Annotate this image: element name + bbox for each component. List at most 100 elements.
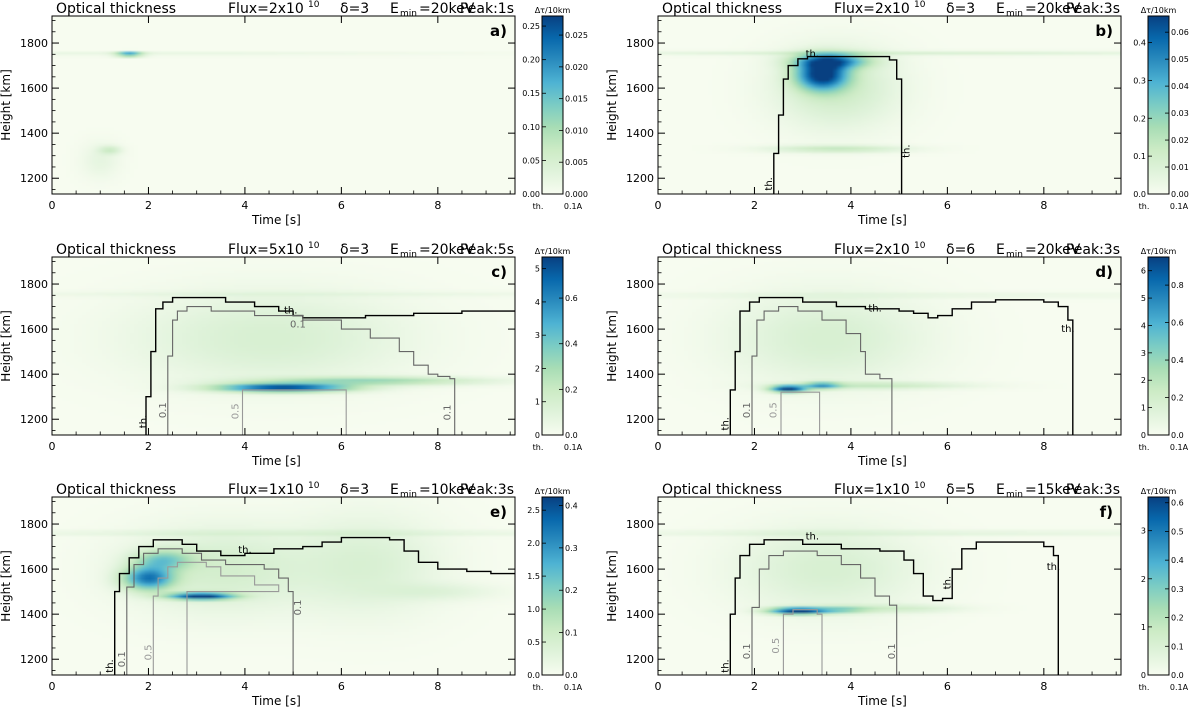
x-tick-label: 2 (751, 680, 758, 693)
y-tick-label: 1200 (626, 413, 654, 426)
contour-label: th. (721, 659, 732, 672)
plot-frame (51, 496, 516, 676)
colorbar (541, 496, 564, 676)
colorbar-right-label: 0.02 (1171, 136, 1189, 145)
title-emin-sub: min (400, 250, 417, 260)
colorbar-right-label: 0.06 (1171, 28, 1189, 37)
title-peak: Peak:3s (1066, 242, 1120, 258)
contour-th (729, 296, 1074, 435)
colorbar-footer-th: th. (533, 443, 544, 452)
colorbar-left-label: 0.15 (522, 89, 540, 98)
title-peak: Peak:5s (460, 242, 514, 258)
x-tick-label: 2 (751, 199, 758, 212)
y-tick-label: 1600 (626, 563, 654, 576)
colorbar-left-label: 0.0 (1133, 190, 1146, 199)
contour-label: th. (721, 417, 732, 430)
contour-label: th. (139, 415, 150, 428)
x-axis-label: Time [s] (251, 694, 301, 708)
panel-label: e) (490, 503, 507, 521)
x-tick-label: 2 (145, 199, 152, 212)
x-tick-label: 0 (49, 680, 56, 693)
colorbar-right-label: 0.4 (1171, 556, 1184, 565)
colorbar-left-label: 1 (1141, 404, 1146, 413)
colorbar-title: Δτ/10km (535, 487, 571, 496)
y-tick-label: 1800 (20, 278, 48, 291)
colorbar-footer-01a: 0.1A (564, 683, 583, 692)
y-tick-label: 1600 (626, 323, 654, 336)
colorbar-right-label: 0.015 (565, 95, 588, 104)
y-tick-label: 1400 (20, 608, 48, 621)
y-axis-label: Height [km] (0, 550, 13, 621)
title-peak: Peak:3s (460, 482, 514, 498)
colorbar-footer-th: th. (533, 683, 544, 692)
x-tick-label: 2 (145, 680, 152, 693)
colorbar-right-label: 0.6 (565, 294, 578, 303)
colorbar-left-label: 0.1 (1133, 152, 1146, 161)
title-emin-sub: min (400, 490, 417, 500)
colorbar-right-label: 0.1 (565, 629, 578, 638)
x-tick-label: 6 (944, 199, 951, 212)
colorbar-left-label: 0.10 (522, 123, 540, 132)
y-axis-label: Height [km] (605, 310, 619, 381)
title-peak: Peak:3s (1066, 1, 1120, 17)
panel-label: c) (491, 263, 507, 281)
title-flux: Flux=5x10 (228, 242, 304, 258)
x-tick-label: 8 (1040, 199, 1047, 212)
title-flux-exponent: 10 (914, 241, 926, 251)
contour-label: 0.5 (769, 402, 780, 418)
colorbar-title: Δτ/10km (1141, 6, 1177, 15)
colorbar-footer-th: th. (1139, 202, 1150, 211)
x-tick-label: 2 (145, 440, 152, 453)
colorbar-right-label: 0.020 (565, 63, 588, 72)
contour-01 (167, 306, 456, 435)
colorbar-left-label: 1.0 (527, 605, 540, 614)
title-emin: E (996, 482, 1005, 498)
contour-01 (751, 306, 893, 435)
heatmap-image (52, 16, 515, 194)
title-delta: δ=6 (946, 242, 975, 258)
title-delta: δ=3 (946, 1, 975, 17)
panel-a: 0 2 4 6 8 1200 1400 1600 1800 Time [s] Height [km]… (0, 0, 588, 227)
colorbar-right-label: 0.000 (565, 190, 588, 199)
contour-05 (241, 389, 347, 435)
colorbar-right-label: 0.03 (1171, 109, 1189, 118)
colorbar-left-label: 1 (535, 398, 540, 407)
panel-label: b) (1095, 22, 1113, 40)
title-emin-value: =15keV (1025, 482, 1081, 498)
contour-05 (780, 391, 821, 435)
colorbar-left-label: 3 (1141, 349, 1146, 358)
title-peak: Peak:3s (1066, 482, 1120, 498)
x-tick-label: 0 (49, 440, 56, 453)
panel-label: a) (490, 22, 507, 40)
contour-05 (782, 609, 823, 675)
colorbar-right-label: 0.0 (1171, 671, 1184, 680)
panel-c: th. th. 0.1 0.1 0.1 0.5 0 2 4 6 8 1200 1400 1600 1800 T… (0, 241, 583, 468)
contour-label: th. (806, 49, 819, 60)
plot-frame (51, 256, 516, 436)
colorbar-left-label: 0.20 (522, 56, 540, 65)
contour-label: 0.1 (742, 643, 753, 659)
colorbar-right-label: 0.00 (1171, 190, 1189, 199)
colorbar-right-label: 0.6 (1171, 499, 1184, 508)
colorbar-footer-01a: 0.1A (1170, 443, 1189, 452)
title-peak: Peak:1s (460, 1, 514, 17)
plot-frame (657, 15, 1122, 195)
x-tick-label: 4 (241, 199, 248, 212)
colorbar-left-label: 5 (1141, 294, 1146, 303)
colorbar-left-label: 6 (1141, 267, 1146, 276)
colorbar-right-label: 0.0 (565, 671, 578, 680)
x-tick-label: 4 (241, 440, 248, 453)
colorbar-left-label: 0.2 (1133, 114, 1146, 123)
colorbar-left-label: 4 (535, 298, 540, 307)
plot-frame (657, 496, 1122, 676)
colorbar-footer-01a: 0.1A (1170, 683, 1189, 692)
title-label: Optical thickness (56, 242, 176, 258)
colorbar-right-label: 0.005 (565, 158, 588, 167)
colorbar-footer-th: th. (1139, 683, 1150, 692)
y-tick-label: 1200 (626, 653, 654, 666)
title-label: Optical thickness (662, 1, 782, 17)
colorbar-right-label: 0.5 (1171, 527, 1184, 536)
heatmap-image (52, 497, 515, 675)
colorbar-footer-th: th. (533, 202, 544, 211)
